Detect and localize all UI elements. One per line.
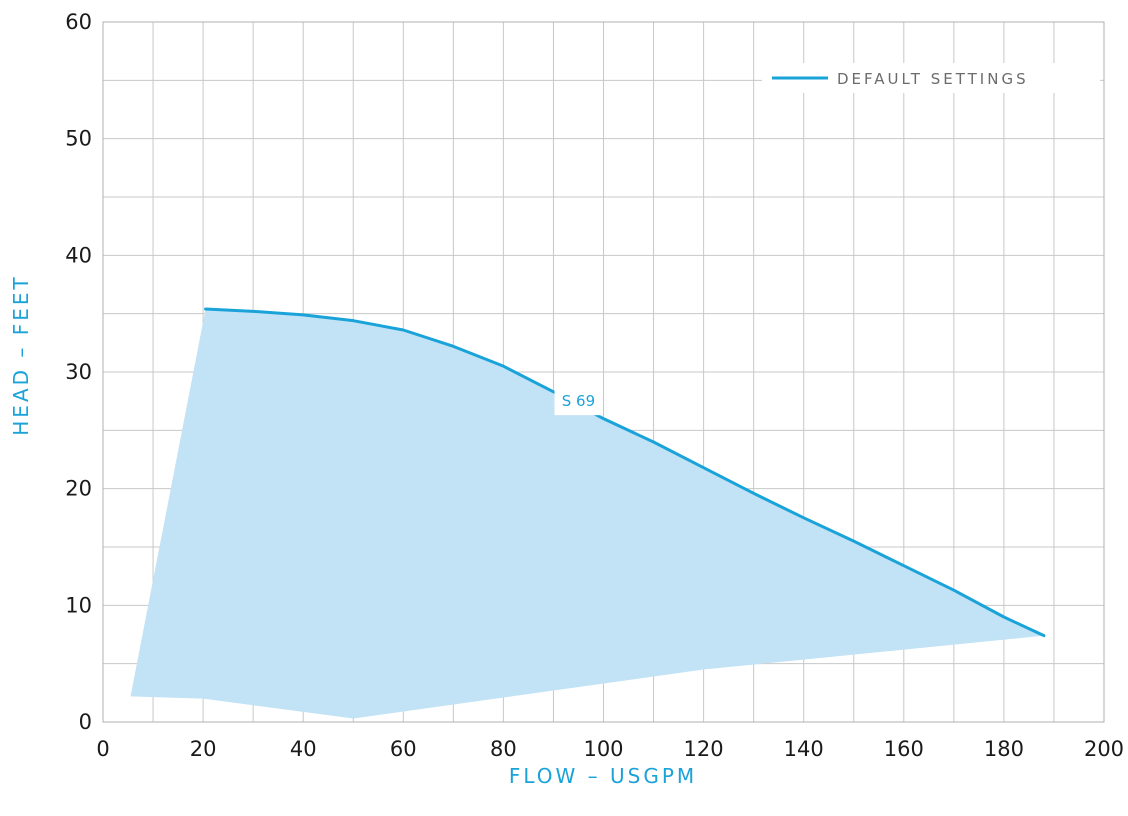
x-tick-label: 180 [984,737,1024,761]
y-tick-label: 30 [65,360,92,384]
y-axis-title: HEAD – FEET [9,274,33,435]
x-tick-label: 200 [1084,737,1124,761]
x-tick-label: 20 [190,737,217,761]
x-tick-label: 100 [583,737,623,761]
x-tick-label: 40 [290,737,317,761]
curve-label: S 69 [562,392,595,410]
series-lines: S 69 [204,307,1046,638]
x-tick-label: 160 [884,737,924,761]
y-tick-label: 0 [79,710,92,734]
x-tick-label: 0 [96,737,109,761]
plot-frame [102,21,1105,723]
y-tick-label: 50 [65,127,92,151]
x-tick-label: 140 [784,737,824,761]
y-tick-label: 60 [65,10,92,34]
y-tick-label: 10 [65,593,92,617]
y-tick-label: 40 [65,243,92,267]
x-tick-label: 60 [390,737,417,761]
series-line-s-69 [204,307,1046,638]
y-tick-label: 20 [65,477,92,501]
x-tick-label: 120 [684,737,724,761]
legend-label: DEFAULT SETTINGS [837,70,1029,88]
x-tick-label: 80 [490,737,517,761]
x-axis-title: FLOW – USGPM [509,764,697,788]
tick-labels: 0 20 40 60 80 100 120 140 160 180 200 0 10 20 30 40 50 60 [65,10,1124,761]
operating-range-polygon [130,309,1044,719]
legend: DEFAULT SETTINGS [762,63,1100,93]
curve-label-background [554,387,603,416]
operating-range-area [130,309,1044,719]
